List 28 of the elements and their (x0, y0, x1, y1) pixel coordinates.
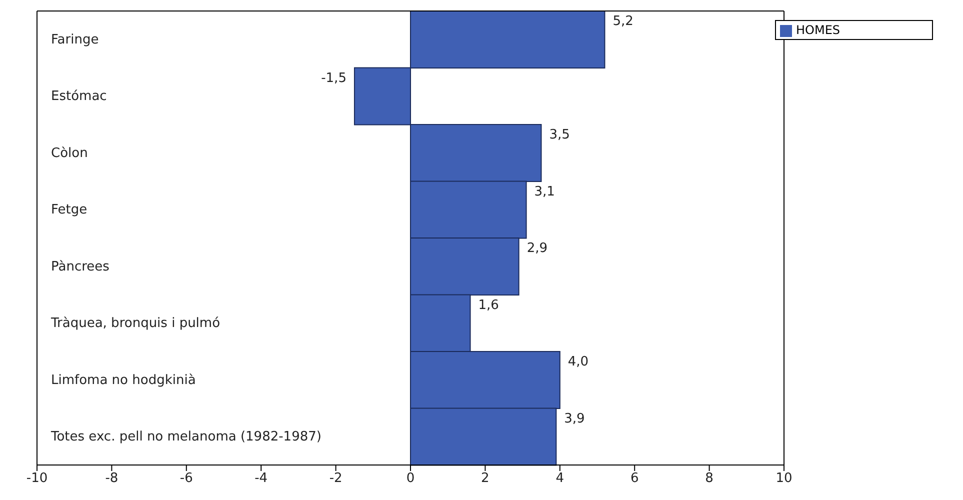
legend-label: HOMES (796, 23, 840, 37)
y-tick-label: Pàncrees (51, 259, 110, 274)
x-tick-label: 4 (556, 471, 564, 486)
x-tick-label: -8 (105, 471, 118, 486)
y-tick-label: Còlon (51, 146, 88, 161)
data-label: -1,5 (321, 70, 346, 86)
x-tick-label: 2 (481, 471, 490, 486)
x-tick-label: -2 (329, 471, 342, 486)
x-tick-label: 6 (630, 471, 639, 486)
y-tick-label: Totes exc. pell no melanoma (1982-1987) (50, 430, 322, 445)
x-tick-label: 0 (406, 471, 415, 486)
data-label: 2,9 (526, 241, 548, 256)
y-tick-label: Estómac (51, 89, 107, 104)
x-tick-label: 10 (776, 471, 792, 486)
x-tick-label: -10 (26, 471, 48, 486)
y-tick-label: Faringe (51, 32, 99, 48)
y-tick-label: Tràquea, bronquis i pulmó (50, 316, 220, 332)
y-tick-label: Fetge (51, 202, 88, 218)
data-label: 3,9 (564, 411, 585, 426)
y-tick-label: Limfoma no hodgkinià (51, 372, 196, 388)
x-tick-label: -6 (180, 471, 193, 486)
x-tick-label: -4 (254, 471, 268, 486)
x-tick-label: 8 (705, 471, 714, 486)
data-label: 4,0 (568, 354, 589, 370)
data-label: 3,1 (534, 184, 555, 200)
data-label: 1,6 (478, 298, 499, 313)
data-label: 3,5 (549, 128, 570, 142)
data-label: 5,2 (612, 14, 634, 29)
